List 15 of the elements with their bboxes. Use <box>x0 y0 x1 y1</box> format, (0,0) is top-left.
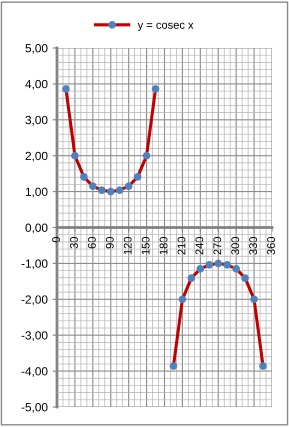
y-tick-label: 0,00 <box>25 224 48 234</box>
legend-label: y = cosec x <box>138 22 194 32</box>
y-tick-label: 1,00 <box>26 188 48 198</box>
y-tick-label: -3,00 <box>22 331 48 341</box>
y-tick-label: 3,00 <box>25 116 48 126</box>
y-tick-label: -2,00 <box>22 295 48 306</box>
y-tick-label: -5,00 <box>22 403 48 413</box>
y-tick-label: -1,00 <box>22 259 48 270</box>
x-tick-label: 0 <box>52 236 60 242</box>
y-tick-label: 2,00 <box>26 152 48 162</box>
y-tick-label: -4,00 <box>22 367 48 377</box>
x-tick-label: 180 <box>160 236 168 254</box>
y-tick-label: 5,00 <box>25 44 48 54</box>
x-tick-label: 360 <box>267 236 275 255</box>
y-tick-label: 4,00 <box>25 80 48 90</box>
